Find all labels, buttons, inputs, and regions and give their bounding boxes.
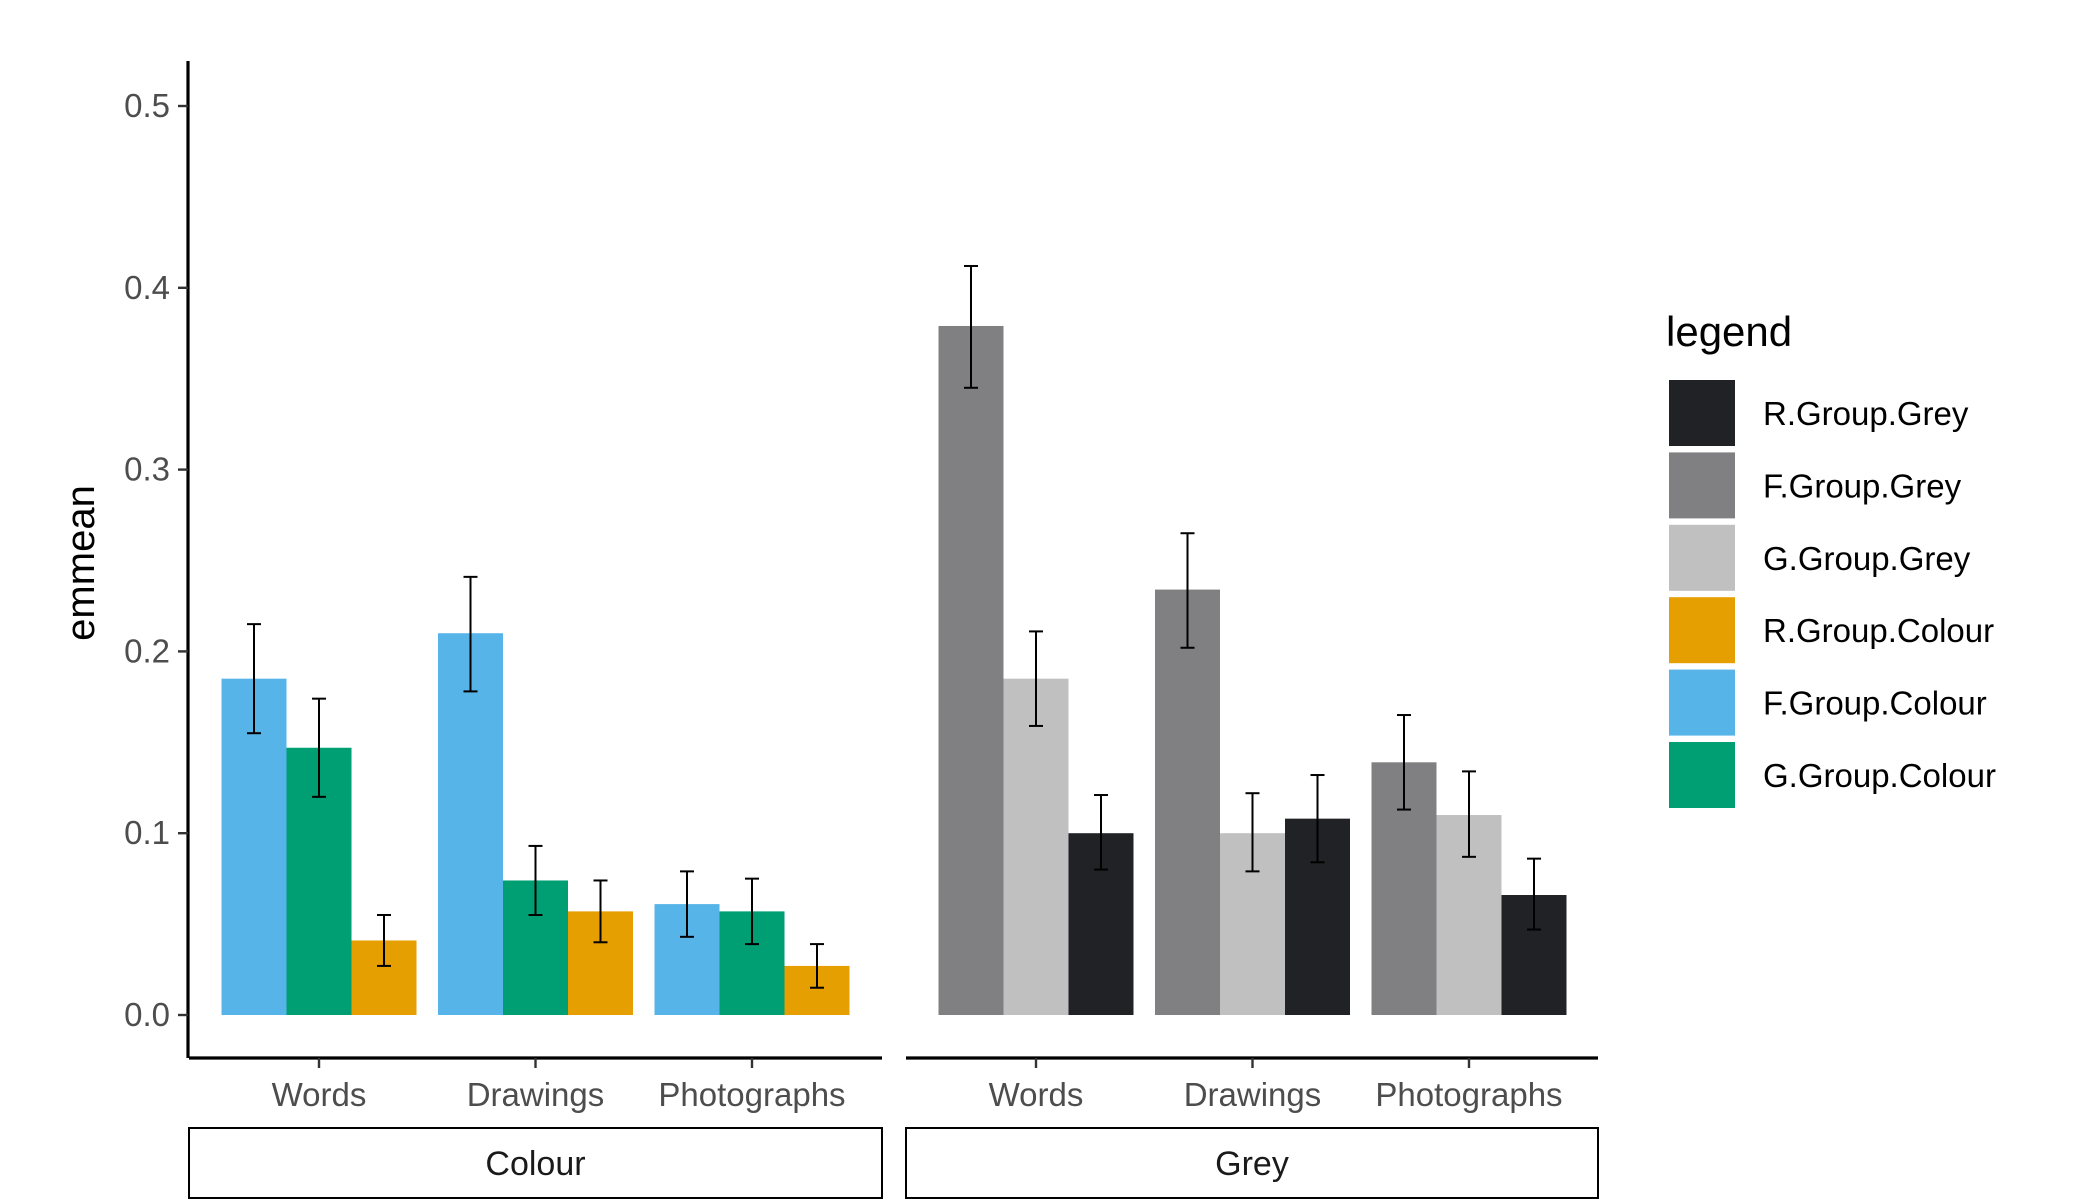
x-tick-label: Photographs	[658, 1076, 845, 1113]
legend-key	[1669, 597, 1735, 664]
y-tick-label: 0.2	[124, 632, 170, 669]
y-tick-label: 0.0	[124, 996, 170, 1033]
legend-title: legend	[1666, 308, 1792, 355]
bar	[938, 325, 1004, 1015]
bar	[1003, 678, 1069, 1015]
legend-label: R.Group.Grey	[1763, 395, 1969, 432]
legend-key	[1669, 669, 1735, 736]
bar	[438, 633, 503, 1015]
y-axis-title: emmean	[59, 485, 103, 641]
y-tick-label: 0.3	[124, 451, 170, 488]
bar	[1155, 589, 1220, 1015]
bar	[221, 678, 287, 1015]
facet-strip-label: Grey	[1215, 1145, 1289, 1183]
legend-label: R.Group.Colour	[1763, 612, 1994, 649]
legend-label: F.Group.Colour	[1763, 685, 1987, 722]
x-tick-label: Words	[989, 1076, 1084, 1113]
y-tick-label: 0.4	[124, 269, 170, 306]
x-tick-label: Photographs	[1375, 1076, 1562, 1113]
x-tick-label: Drawings	[1184, 1076, 1322, 1113]
legend-key	[1669, 380, 1735, 446]
legend-key	[1669, 452, 1735, 519]
facet-strip-label: Colour	[485, 1145, 585, 1183]
x-tick-label: Drawings	[467, 1076, 605, 1113]
facet-strip-grey	[905, 1127, 1599, 1199]
facet-strip-colour	[188, 1127, 883, 1199]
x-tick-label: Words	[272, 1076, 367, 1113]
legend: legend R.Group.Grey F.Group.Grey G.Group.G…	[1666, 308, 1996, 808]
legend-label: G.Group.Colour	[1763, 757, 1996, 794]
legend-key	[1669, 524, 1735, 591]
legend-key	[1669, 742, 1735, 808]
legend-label: G.Group.Grey	[1763, 540, 1971, 577]
plot-area: 0.0 0.1 0.2 0.3 0.4 0.5 Words Drawings Photograp…	[124, 61, 1599, 1199]
legend-label: F.Group.Grey	[1763, 467, 1962, 504]
y-tick-label: 0.5	[124, 87, 170, 124]
y-tick-label: 0.1	[124, 814, 170, 851]
